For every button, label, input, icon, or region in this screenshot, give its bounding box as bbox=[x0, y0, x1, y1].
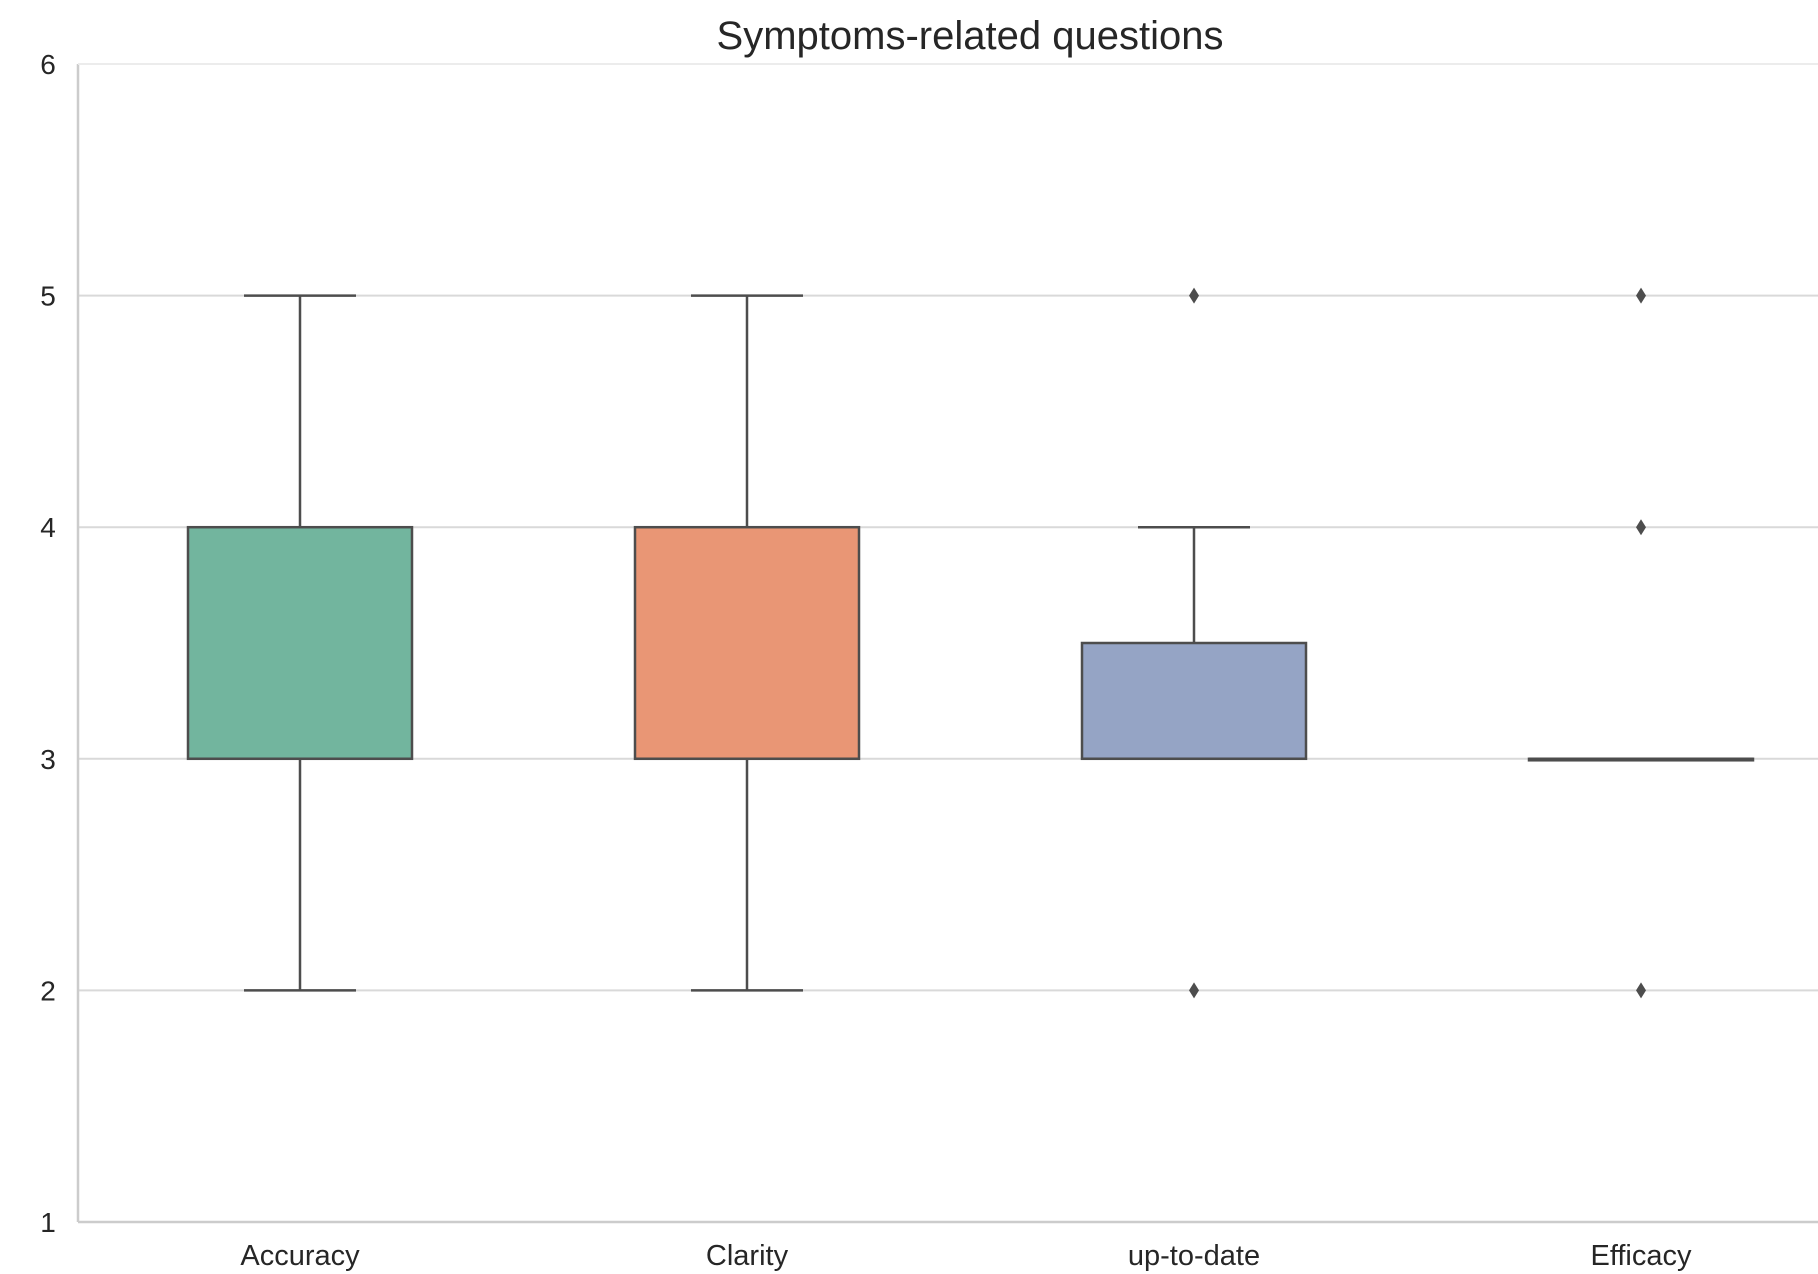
x-tick-label: Efficacy bbox=[1590, 1240, 1692, 1272]
box-plots bbox=[186, 287, 1755, 999]
y-tick-label: 6 bbox=[40, 49, 56, 80]
box-up-to-date bbox=[1080, 287, 1308, 999]
outlier-point bbox=[1189, 287, 1199, 304]
x-tick-label: Accuracy bbox=[240, 1240, 360, 1272]
y-tick-label: 5 bbox=[40, 281, 56, 312]
box-efficacy bbox=[1527, 287, 1755, 999]
box-clarity bbox=[633, 294, 861, 992]
x-tick-labels: Accuracy Clarity up-to-date Efficacy bbox=[240, 1240, 1692, 1272]
box-body bbox=[186, 525, 414, 761]
y-tick-label: 2 bbox=[40, 975, 56, 1006]
outlier-point bbox=[1636, 519, 1646, 536]
box-accuracy bbox=[186, 294, 414, 992]
y-tick-label: 1 bbox=[40, 1207, 56, 1238]
outlier-point bbox=[1636, 287, 1646, 304]
y-tick-labels: 1 2 3 4 5 6 bbox=[40, 49, 56, 1238]
y-tick-label: 4 bbox=[40, 512, 56, 543]
box-body bbox=[1080, 641, 1308, 761]
x-tick-label: up-to-date bbox=[1128, 1240, 1260, 1272]
chart-title: Symptoms-related questions bbox=[717, 14, 1224, 58]
x-tick-label: Clarity bbox=[706, 1240, 789, 1272]
outlier-point bbox=[1636, 982, 1646, 999]
y-tick-label: 3 bbox=[40, 744, 56, 775]
outlier-point bbox=[1189, 982, 1199, 999]
axes bbox=[76, 63, 1818, 1224]
box-body bbox=[633, 525, 861, 761]
